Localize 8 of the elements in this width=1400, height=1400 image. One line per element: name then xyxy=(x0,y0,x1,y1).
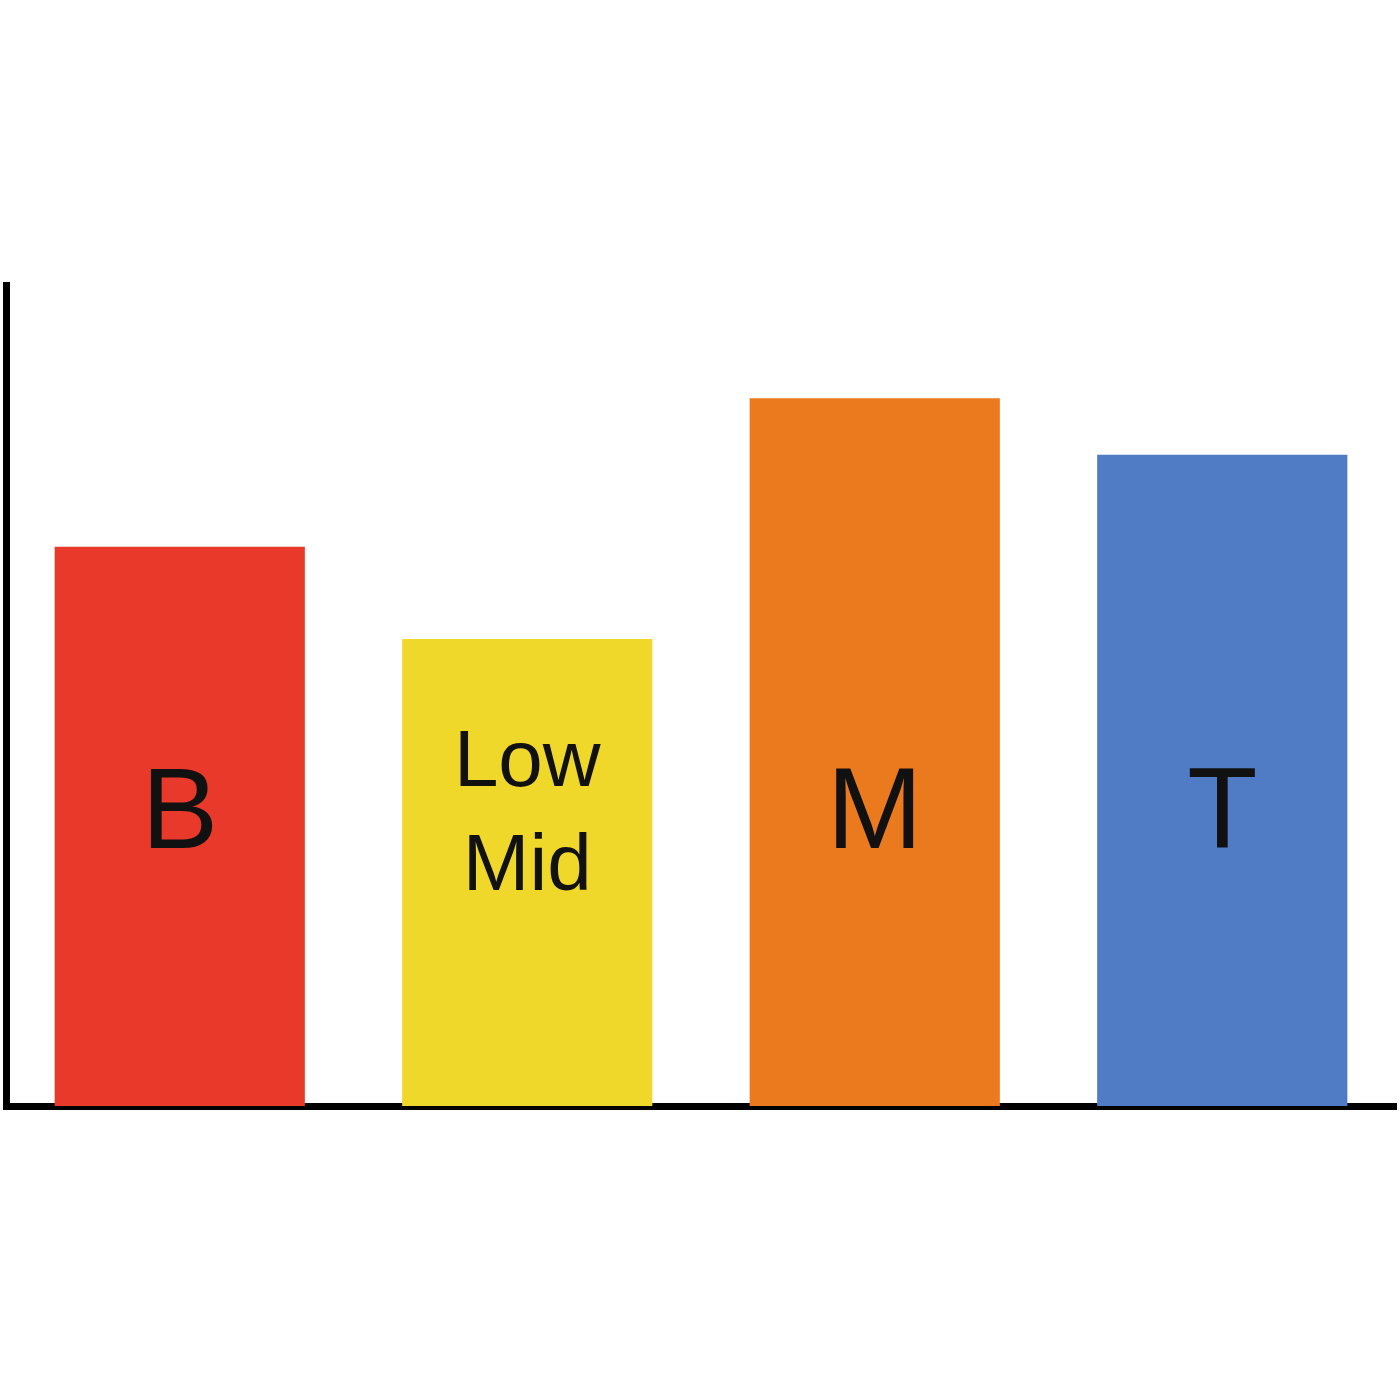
x-tick-label: T xyxy=(1187,743,1258,872)
x-tick-label: Low Mid xyxy=(453,714,601,908)
bar xyxy=(402,638,653,1106)
x-tick-label: B xyxy=(141,743,219,872)
x-tick-label: M xyxy=(826,743,923,872)
bar xyxy=(54,546,305,1106)
bar xyxy=(749,398,1000,1106)
bar xyxy=(1097,454,1348,1106)
